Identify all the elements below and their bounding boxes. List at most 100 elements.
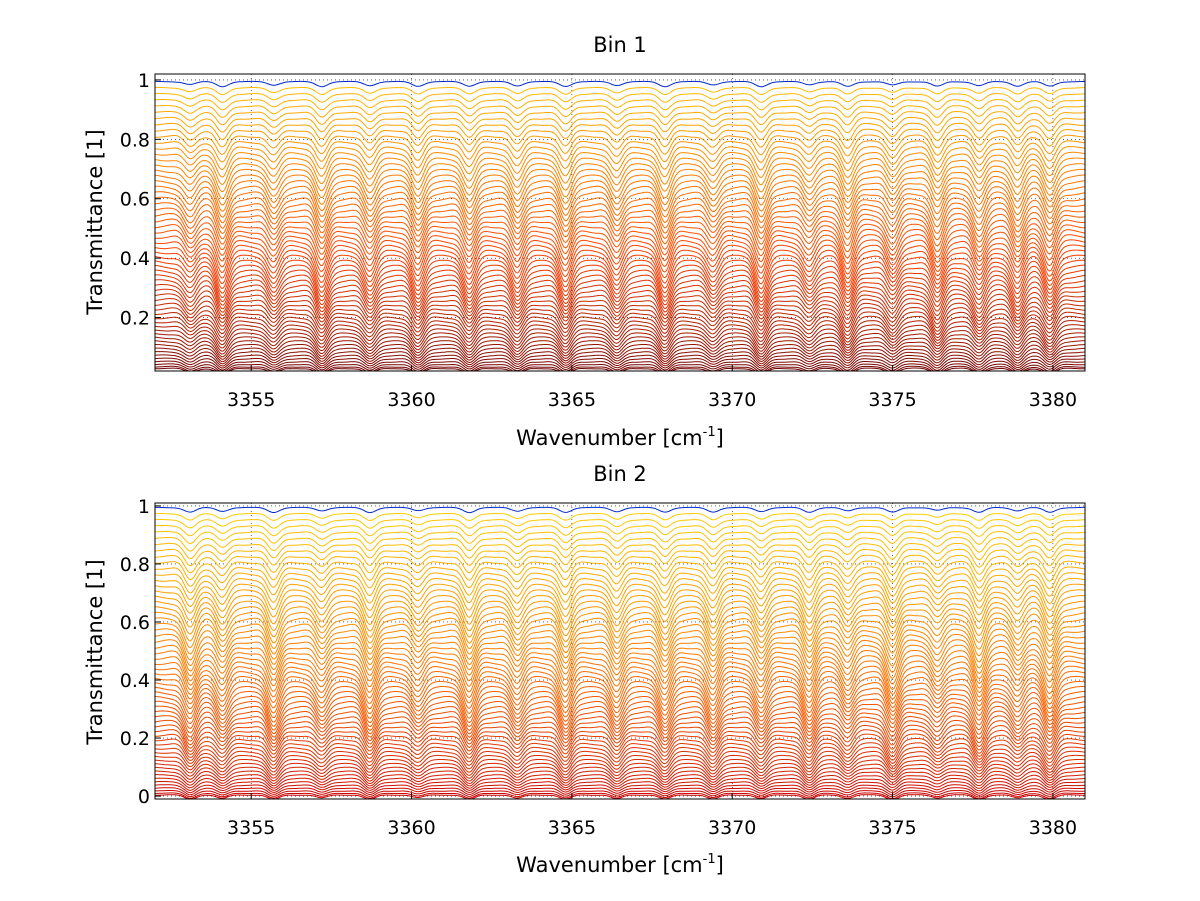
spectrum-series-12	[154, 759, 1086, 776]
spectrum-series-60	[155, 506, 1085, 514]
spectrum-series-7	[154, 777, 1086, 789]
x-tick-label: 3380	[1029, 817, 1077, 839]
spectrum-series-17	[155, 311, 1086, 337]
spectrum-series-28	[154, 685, 1086, 719]
spectrum-series-42	[155, 611, 1086, 644]
spectrum-series-57	[154, 525, 1086, 537]
spectrum-series-48	[154, 151, 1086, 179]
spectrum-series-59	[155, 86, 1085, 96]
y-tick-label: 0.6	[120, 189, 150, 211]
y-tick-label: 0	[138, 786, 150, 808]
spectrum-series-40	[154, 622, 1086, 657]
spectrum-series-53	[154, 548, 1085, 568]
spectrum-series-50	[155, 140, 1086, 165]
bin-2-plot-area	[154, 503, 1086, 800]
spectrum-series-55	[154, 537, 1086, 553]
spectrum-series-15	[154, 320, 1086, 343]
spectrum-series-9	[155, 343, 1086, 360]
x-tick-label: 3380	[1029, 389, 1077, 411]
spectrum-series-42	[155, 185, 1086, 218]
spectrum-series-36	[154, 218, 1085, 253]
spectrum-series-38	[154, 207, 1086, 241]
spectrum-series-50	[154, 566, 1086, 590]
spectrum-series-30	[154, 249, 1086, 285]
spectrum-series-24	[154, 705, 1086, 735]
bin-2-axes-box	[154, 502, 1086, 800]
spectrum-series-43	[154, 180, 1086, 212]
spectrum-series-13	[154, 754, 1086, 773]
spectrum-series-39	[154, 628, 1086, 663]
spectrum-series-27	[154, 690, 1085, 724]
spectrum-series-14	[154, 324, 1086, 346]
spectrum-series-26	[155, 269, 1086, 302]
bin-1-title: Bin 1	[593, 33, 647, 57]
spectrum-series-16	[154, 742, 1086, 764]
spectrum-series-24	[154, 279, 1086, 310]
spectrum-series-58	[155, 93, 1086, 103]
spectrum-series-19	[154, 302, 1085, 329]
spectrum-series-31	[154, 244, 1086, 280]
spectrum-series-9	[155, 770, 1085, 785]
spectrum-series-10	[154, 766, 1085, 782]
spectrum-series-44	[154, 600, 1085, 632]
spectrum-series-20	[154, 724, 1086, 751]
x-tick-label: 3375	[868, 389, 916, 411]
spectrum-series-45	[154, 168, 1086, 200]
spectrum-series-49	[154, 146, 1086, 172]
spectrum-series-41	[154, 617, 1086, 650]
spectrum-series-47	[154, 157, 1086, 186]
x-tick-label: 3360	[387, 817, 435, 839]
spectrum-series-33	[154, 660, 1086, 696]
spectrum-series-51	[155, 134, 1086, 157]
spectrum-series-60	[155, 80, 1086, 88]
spectrum-series-28	[154, 259, 1086, 295]
spectrum-series-46	[154, 589, 1086, 619]
spectrum-series-35	[154, 649, 1086, 685]
spectrum-series-29	[154, 254, 1086, 290]
spectrum-series-56	[154, 531, 1086, 545]
bin-1-x-axis-label: Wavenumber [cm-1]	[516, 425, 724, 450]
spectrum-series-8	[155, 347, 1086, 363]
y-tick-label: 1	[138, 70, 150, 92]
spectrum-series-4	[154, 787, 1085, 796]
spectrum-series-2	[154, 792, 1085, 800]
y-tick-label: 0.2	[120, 308, 150, 330]
spectrum-series-6	[154, 354, 1086, 367]
spectrum-series-3	[154, 363, 1085, 372]
spectrum-series-1	[155, 794, 1085, 800]
spectrum-series-58	[154, 519, 1086, 529]
spectrum-series-20	[154, 297, 1086, 325]
spectrum-series-18	[154, 733, 1086, 758]
bin-2-x-axis-label: Wavenumber [cm-1]	[516, 852, 724, 877]
spectrum-series-36	[154, 644, 1085, 680]
x-tick-label: 3370	[708, 817, 756, 839]
spectrum-series-5	[154, 357, 1086, 369]
spectrum-series-14	[154, 750, 1086, 770]
spectrum-series-41	[154, 191, 1086, 224]
spectrum-series-54	[154, 542, 1086, 561]
spectrum-series-18	[154, 306, 1086, 333]
spectrum-series-59	[155, 512, 1086, 522]
spectrum-series-57	[154, 99, 1086, 111]
spectrum-series-7	[154, 351, 1086, 365]
spectrum-series-16	[154, 315, 1086, 340]
spectrum-series-45	[154, 594, 1086, 625]
y-tick-label: 0.4	[120, 670, 150, 692]
bin-2-ticks: 3355 3360 3365 3370 3375 3380 0 0.2 0.4 0.6 0.8 1	[120, 496, 1077, 839]
x-tick-label: 3355	[227, 817, 275, 839]
bin-1-plot-area	[154, 74, 1086, 372]
spectrum-series-25	[154, 700, 1086, 731]
spectrum-series-6	[155, 781, 1086, 792]
spectrum-series-22	[154, 288, 1086, 317]
spectrum-series-19	[154, 729, 1085, 754]
x-tick-label: 3370	[708, 389, 756, 411]
bin-2-y-axis-label: Transmittance [1]	[83, 559, 107, 745]
bin-1-axes-box	[154, 73, 1086, 372]
spectrum-series-49	[154, 572, 1086, 597]
spectrum-series-55	[154, 110, 1086, 126]
spectrum-series-35	[154, 223, 1086, 259]
spectrum-series-27	[154, 264, 1086, 299]
spectrum-series-11	[154, 762, 1086, 779]
